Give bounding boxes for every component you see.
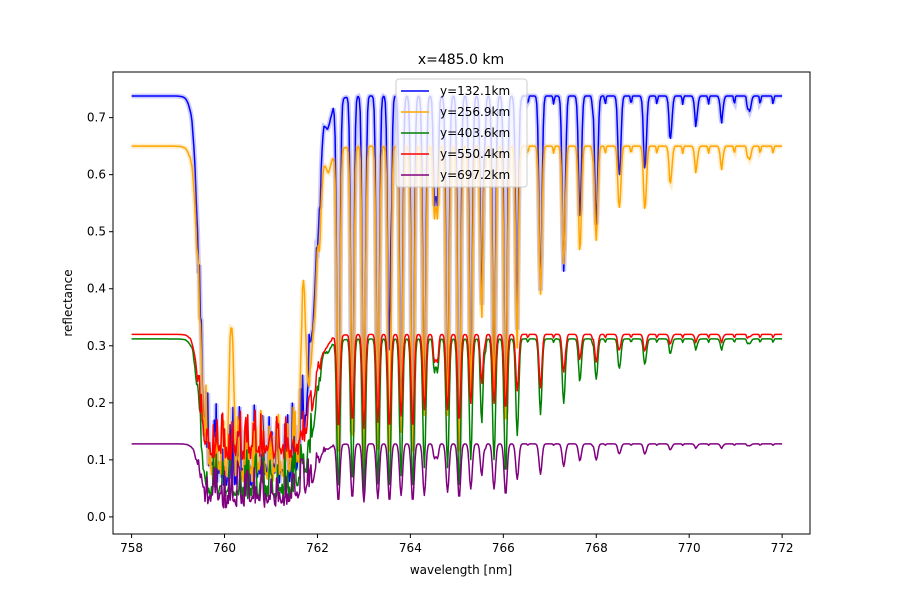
y-tick-label: 0.1 xyxy=(87,453,106,467)
series-layer xyxy=(131,92,783,509)
legend-label: y=550.4km xyxy=(440,147,510,161)
legend-label: y=697.2km xyxy=(440,168,510,182)
y-tick-label: 0.2 xyxy=(87,396,106,410)
x-tick-label: 766 xyxy=(492,541,515,555)
x-tick-label: 760 xyxy=(213,541,236,555)
chart-title: x=485.0 km xyxy=(418,52,504,68)
y-tick-label: 0.6 xyxy=(87,168,106,182)
x-tick-label: 770 xyxy=(678,541,701,555)
axes-frame xyxy=(112,71,811,535)
x-tick-label: 758 xyxy=(120,541,143,555)
y-axis-label: reflectance xyxy=(61,269,75,336)
x-tick-label: 768 xyxy=(585,541,608,555)
legend-box xyxy=(395,78,528,188)
x-axis-label: wavelength [nm] xyxy=(410,563,512,577)
x-tick-label: 762 xyxy=(306,541,329,555)
series-line-4 xyxy=(131,333,783,461)
legend: y=132.1km y=256.9km y=403.6km y=550.4km y=69… xyxy=(395,78,528,188)
y-tick-label: 0.3 xyxy=(87,339,106,353)
y-tick-label: 0.7 xyxy=(87,111,106,125)
x-axis: 758 760 762 764 766 768 770 772 xyxy=(120,534,794,555)
legend-label: y=256.9km xyxy=(440,105,510,119)
y-tick-label: 0.0 xyxy=(87,510,106,524)
series-line-5 xyxy=(131,443,783,509)
legend-label: y=403.6km xyxy=(440,126,510,140)
y-tick-label: 0.5 xyxy=(87,225,106,239)
y-tick-label: 0.4 xyxy=(87,282,106,296)
x-tick-label: 772 xyxy=(771,541,794,555)
x-tick-label: 764 xyxy=(399,541,422,555)
legend-label: y=132.1km xyxy=(440,84,510,98)
y-axis: 0.0 0.1 0.2 0.3 0.4 0.5 0.6 0.7 xyxy=(87,111,113,524)
